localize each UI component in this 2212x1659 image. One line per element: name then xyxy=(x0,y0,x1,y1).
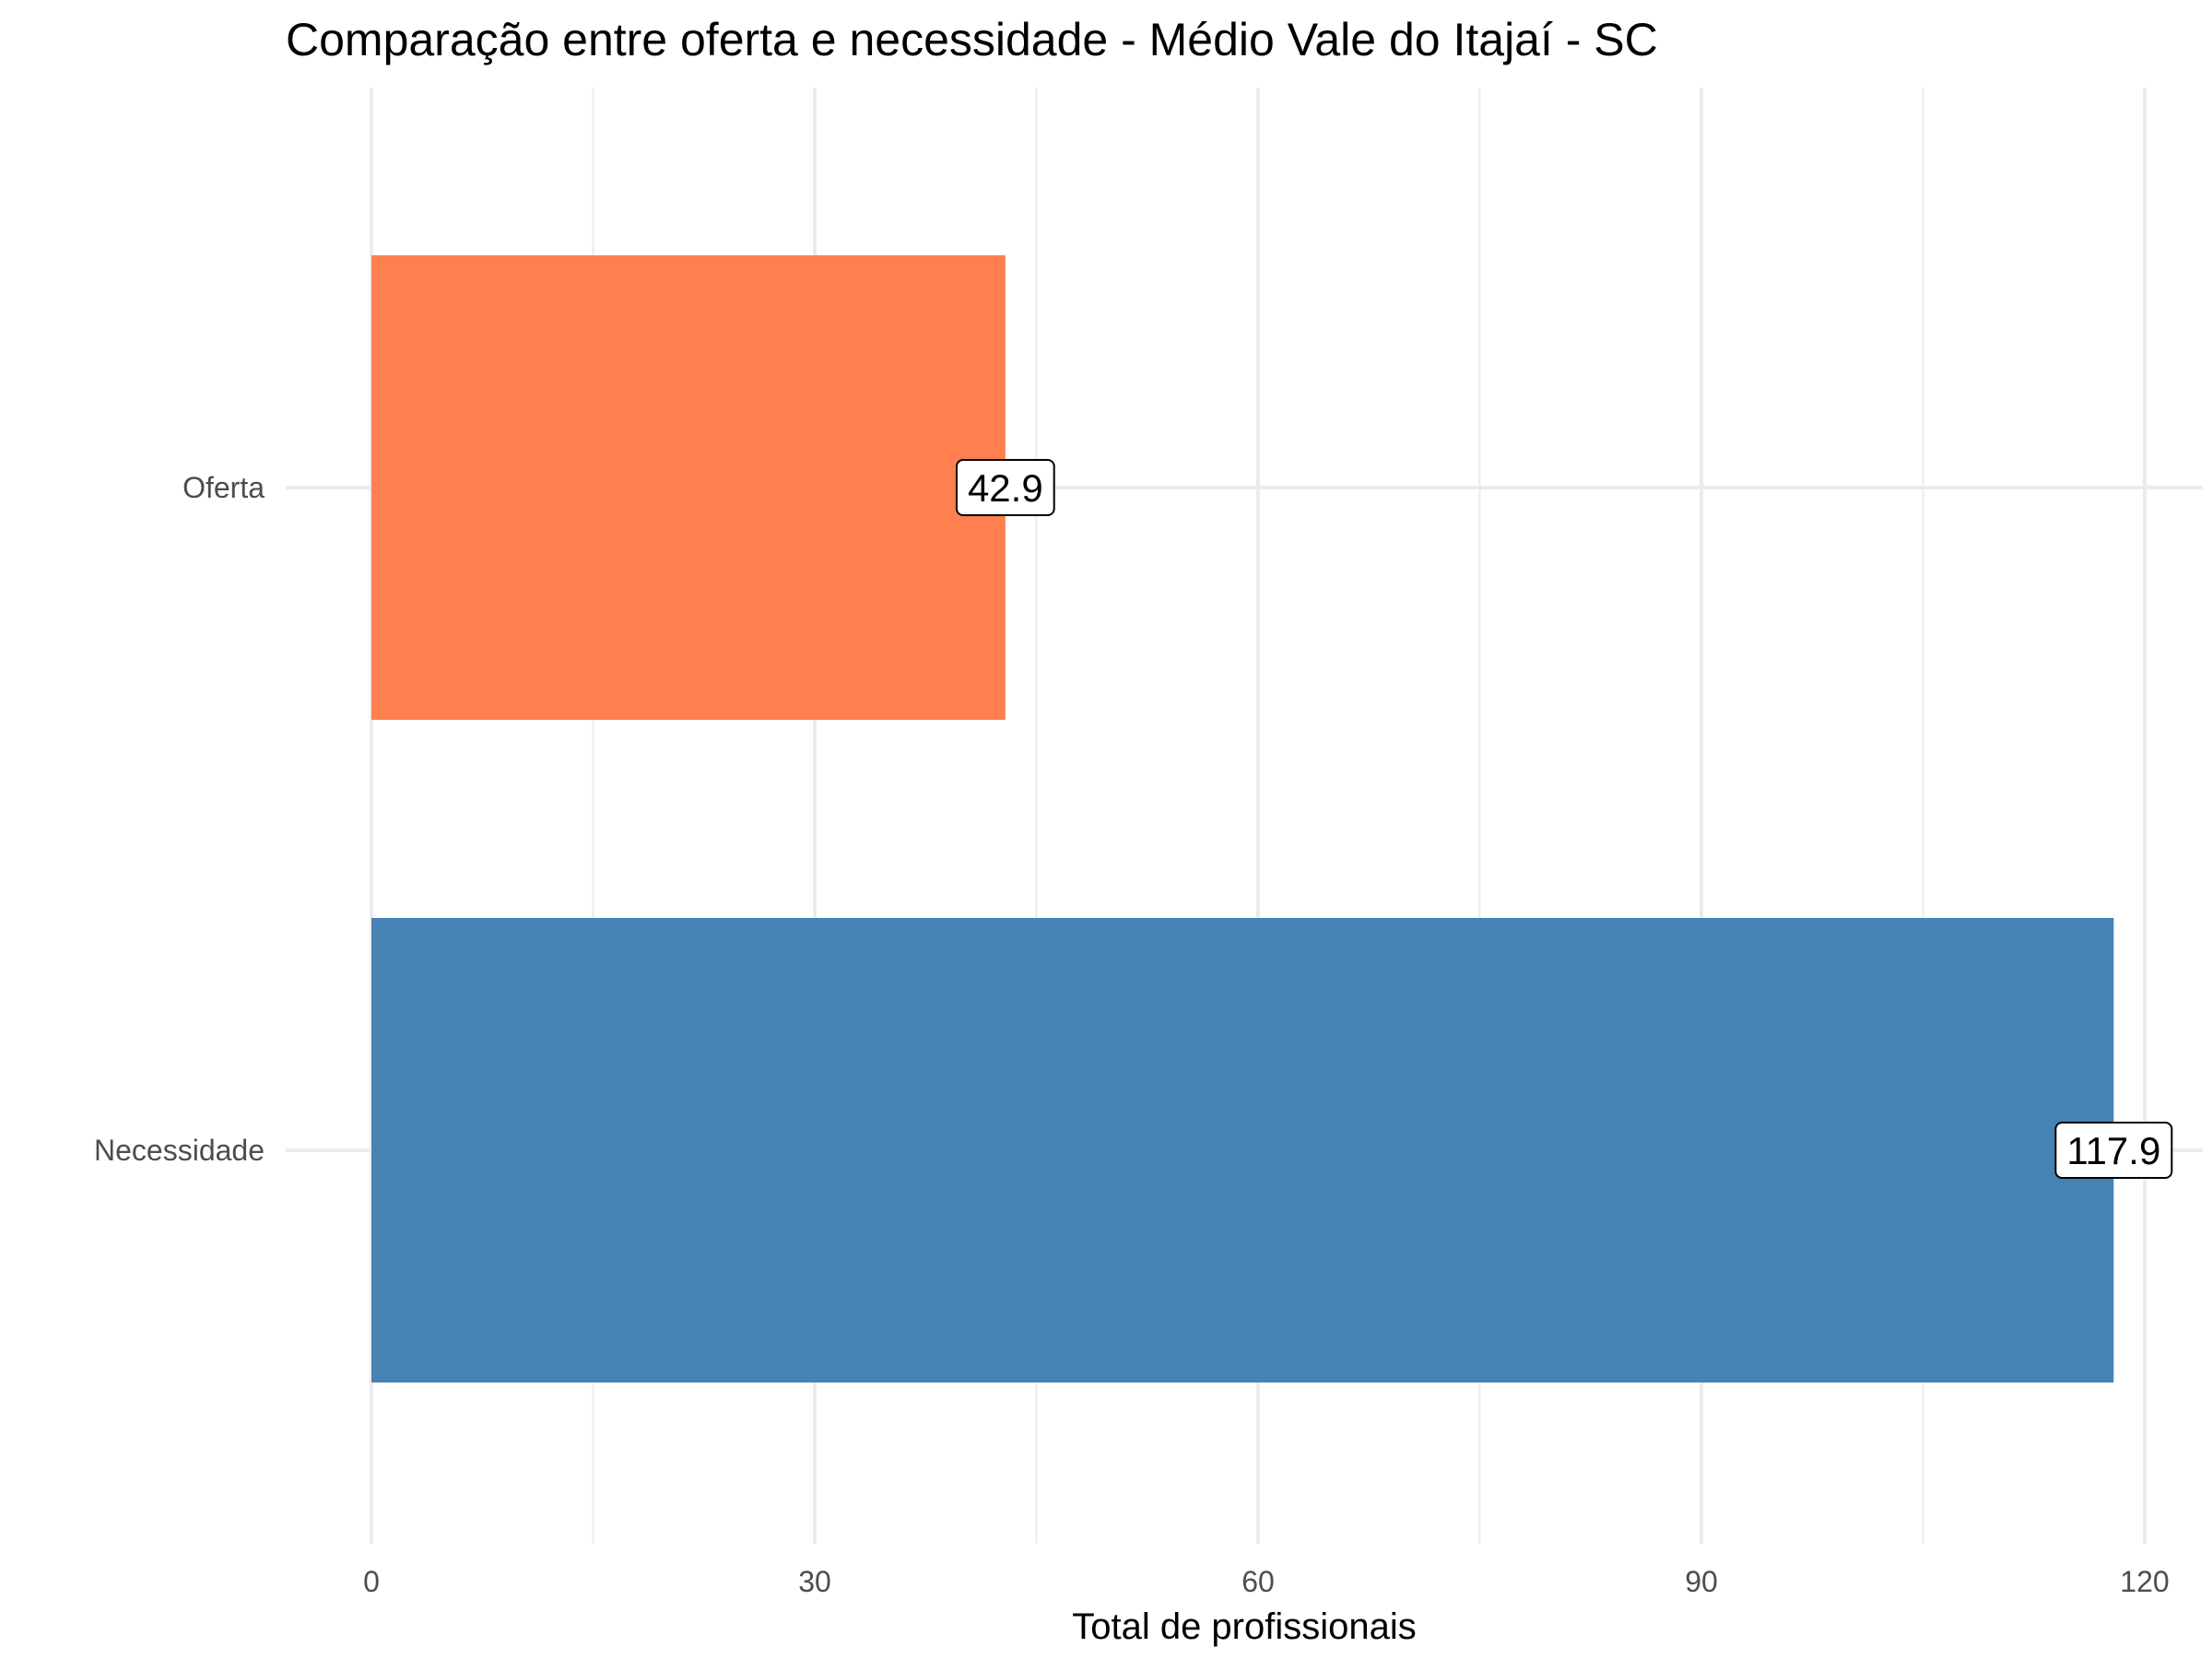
value-label-necessidade: 117.9 xyxy=(2054,1122,2173,1179)
x-tick-label: 60 xyxy=(1241,1565,1275,1598)
y-axis-tick-labels: Oferta Necessidade xyxy=(94,471,265,1167)
x-axis-title: Total de profissionais xyxy=(1072,1606,1417,1647)
chart-title: Comparação entre oferta e necessidade - … xyxy=(286,14,1658,65)
bar-necessidade xyxy=(371,918,2114,1382)
bars xyxy=(371,255,2114,1382)
x-tick-label: 30 xyxy=(798,1565,831,1598)
x-tick-label: 120 xyxy=(2120,1565,2169,1598)
value-label-box xyxy=(2054,1122,2173,1179)
x-tick-label: 90 xyxy=(1685,1565,1718,1598)
bar-value-labels: 42.9 117.9 xyxy=(955,459,2173,1179)
value-label-box xyxy=(955,459,1055,516)
y-tick-label-necessidade: Necessidade xyxy=(94,1134,265,1167)
value-label-text: 117.9 xyxy=(2066,1129,2160,1172)
x-axis-tick-labels: 0 30 60 90 120 xyxy=(363,1565,2170,1598)
x-tick-label: 0 xyxy=(363,1565,380,1598)
value-label-text: 42.9 xyxy=(968,466,1043,510)
value-label-oferta: 42.9 xyxy=(955,459,1055,516)
y-tick-label-oferta: Oferta xyxy=(182,471,265,504)
bar-oferta xyxy=(371,255,1006,720)
